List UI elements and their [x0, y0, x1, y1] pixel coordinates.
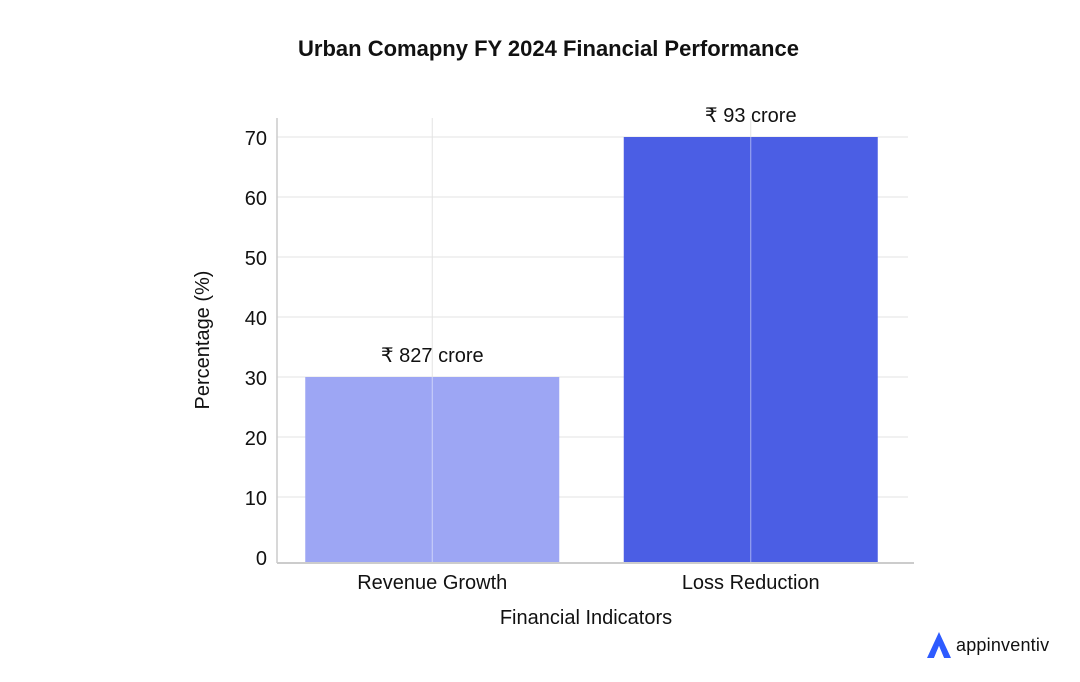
- y-tick-label: 10: [245, 488, 267, 510]
- y-tick-label: 30: [245, 368, 267, 390]
- y-tick-label: 60: [245, 188, 267, 210]
- y-tick-label: 50: [245, 248, 267, 270]
- x-tick-label: Loss Reduction: [682, 572, 820, 594]
- x-axis-label: Financial Indicators: [500, 607, 672, 629]
- y-tick-label: 70: [245, 128, 267, 150]
- appinventiv-logo-icon: [927, 632, 951, 658]
- data-label: ₹ 827 crore: [381, 345, 484, 367]
- data-label: ₹ 93 crore: [705, 105, 797, 127]
- brand-name: appinventiv: [956, 634, 1050, 655]
- chart-title: Urban Comapny FY 2024 Financial Performa…: [298, 36, 799, 61]
- brand-logo: appinventiv: [926, 630, 1049, 660]
- x-tick-label: Revenue Growth: [357, 572, 507, 594]
- y-tick-label: 40: [245, 308, 267, 330]
- axes: [276, 118, 914, 564]
- tick-labels: 0 10 20 30 40 50 60 70 Revenue Growth Loss Reduct…: [245, 128, 820, 594]
- data-labels: ₹ 827 crore ₹ 93 crore: [381, 105, 797, 367]
- y-axis-label: Percentage (%): [192, 271, 214, 410]
- y-tick-label: 0: [256, 548, 267, 570]
- y-tick-label: 20: [245, 428, 267, 450]
- bars: [305, 137, 878, 563]
